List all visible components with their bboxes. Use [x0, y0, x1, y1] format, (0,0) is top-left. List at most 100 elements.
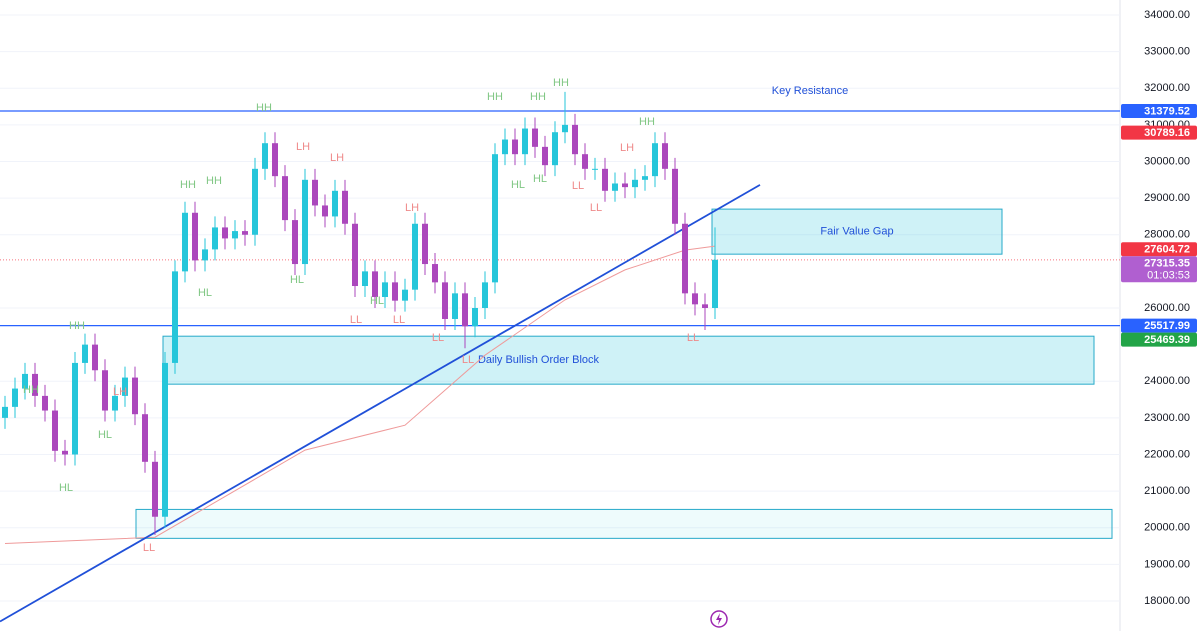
candle [282, 165, 288, 232]
y-tick-label: 18000.00 [1144, 595, 1190, 607]
candle [522, 117, 528, 166]
structure-label: LH [405, 202, 419, 214]
structure-label: HH [23, 384, 39, 396]
candle-body [382, 282, 388, 298]
candle-body [432, 264, 438, 283]
candle-body [512, 139, 518, 155]
structure-label: LH [296, 141, 310, 153]
candle [492, 143, 498, 294]
candle-body [462, 293, 468, 327]
candle-body [572, 124, 578, 155]
candle [2, 395, 8, 429]
zone-label: Fair Value Gap [820, 226, 893, 238]
zone-label: Daily Bullish Order Block [478, 354, 600, 366]
candle [82, 333, 88, 374]
candle-body [262, 143, 268, 169]
y-tick-label: 31000.00 [1144, 119, 1190, 131]
candle [412, 212, 418, 301]
y-tick-label: 24000.00 [1144, 375, 1190, 387]
candle-body [242, 231, 248, 235]
candle-body [2, 406, 8, 418]
candle-body [642, 176, 648, 180]
structure-labels: HH HL HH HL LH LL HH HH HL HH LH HL LH LL HL LL LH LL LL HH… [23, 77, 848, 554]
structure-label: HL [370, 295, 384, 307]
candle [612, 172, 618, 202]
candle [242, 220, 248, 246]
structure-label: LH [330, 152, 344, 164]
candle-body [542, 146, 548, 166]
candle-body [442, 282, 448, 319]
candle [92, 333, 98, 382]
candle [692, 282, 698, 316]
candle [472, 297, 478, 338]
countdown: 01:03:53 [1147, 270, 1190, 282]
y-tick-label: 32000.00 [1144, 82, 1190, 94]
trendline [0, 184, 761, 623]
candle-body [552, 132, 558, 166]
candle [482, 271, 488, 319]
candle [192, 201, 198, 272]
structure-label: HH [553, 77, 569, 89]
structure-label: HL [533, 173, 547, 185]
candle-body [612, 183, 618, 191]
zone [162, 335, 1095, 385]
candle-body [482, 282, 488, 308]
candle [172, 260, 178, 374]
candle [592, 157, 598, 180]
structure-label: HH [487, 91, 503, 103]
candle-body [312, 179, 318, 206]
price-tag [1121, 318, 1197, 333]
candle [672, 157, 678, 235]
candle [372, 260, 378, 308]
candle [572, 113, 578, 166]
y-tick-label: 33000.00 [1144, 46, 1190, 58]
annotation: Key Resistance [772, 85, 848, 97]
candle [542, 135, 548, 177]
price-tag [1121, 332, 1197, 347]
candle [252, 157, 258, 246]
candle-body [302, 179, 308, 265]
candle-body [142, 414, 148, 462]
candle-body [362, 271, 368, 287]
price-axis: 18000.00 19000.00 20000.00 21000.00 22000.00… [1121, 9, 1197, 607]
structure-label: LL [393, 314, 405, 326]
candle-body [582, 154, 588, 169]
structure-label: HL [98, 429, 112, 441]
candle [622, 172, 628, 199]
candle-body [672, 168, 678, 224]
price-tag-label: 27604.72 [1144, 244, 1190, 256]
y-tick-label: 22000.00 [1144, 448, 1190, 460]
candle-body [132, 377, 138, 415]
candle [502, 128, 508, 166]
candle [212, 216, 218, 261]
price-tag [1121, 256, 1197, 283]
candle-body [252, 168, 258, 235]
candle [712, 227, 718, 319]
candle-body [712, 259, 718, 308]
structure-label: HH [180, 179, 196, 191]
structure-label: HH [206, 175, 222, 187]
candle [582, 143, 588, 180]
candle [562, 91, 568, 144]
candle-body [162, 362, 168, 517]
candle [312, 168, 318, 217]
candle [652, 132, 658, 188]
structure-label: LL [350, 314, 362, 326]
grid [0, 14, 1120, 602]
candle-body [152, 461, 158, 517]
candle-body [402, 289, 408, 301]
candle-body [232, 231, 238, 239]
candle-body [92, 344, 98, 371]
candle [402, 278, 408, 312]
candle [662, 132, 668, 180]
candle [362, 260, 368, 298]
candle [262, 132, 268, 180]
candle-body [652, 143, 658, 177]
y-tick-label: 34000.00 [1144, 9, 1190, 21]
candle-body [502, 139, 508, 155]
candle [72, 351, 78, 466]
structure-label: LL [432, 332, 444, 344]
candle-body [272, 143, 278, 177]
price-tag [1121, 242, 1197, 257]
